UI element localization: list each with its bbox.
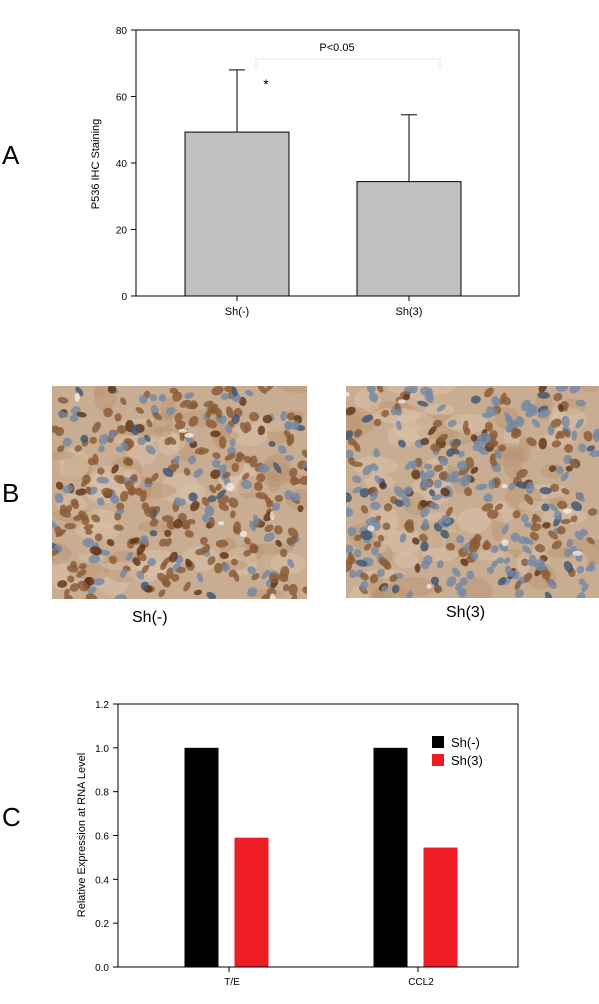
chart-a-y-tick-label: 80 bbox=[116, 26, 128, 37]
chart-a-y-axis-label: P536 IHC Staining bbox=[90, 119, 102, 210]
chart-c-bar bbox=[373, 747, 408, 967]
chart-c-legend-swatch bbox=[432, 736, 444, 748]
chart-c-y-tick-label: 0.2 bbox=[95, 919, 109, 930]
chart-c-legend-label: Sh(-) bbox=[451, 735, 480, 750]
chart-a-frame bbox=[135, 29, 520, 297]
chart-c-bar bbox=[423, 847, 458, 967]
tissue-label-sh3: Sh(3) bbox=[446, 604, 486, 621]
chart-c-bar bbox=[234, 837, 269, 967]
chart-a-significance-bracket bbox=[255, 58, 441, 69]
chart-c-y-tick-label: 1.2 bbox=[95, 700, 109, 711]
tissue-image-sh3 bbox=[346, 386, 599, 598]
panel-letter-a: A bbox=[2, 140, 20, 170]
chart-a-bar bbox=[184, 131, 290, 297]
chart-c: Relative Expression at RNA Level 0.0 0.2 0… bbox=[76, 700, 519, 988]
chart-c-frame bbox=[117, 703, 519, 968]
chart-c-y-tick-label: 0.4 bbox=[95, 875, 109, 886]
chart-a-y-tick-label: 40 bbox=[116, 159, 128, 170]
chart-c-bar bbox=[184, 747, 219, 967]
chart-c-legend-label: Sh(3) bbox=[451, 753, 483, 768]
panel-letter-b: B bbox=[2, 478, 20, 508]
chart-c-y-tick-label: 1.0 bbox=[95, 744, 109, 755]
panel-letter-c: C bbox=[2, 802, 21, 832]
chart-a-annotation: P<0.05 bbox=[319, 42, 354, 54]
chart-a: P536 IHC Staining 0 20 40 60 80 Sh(-) Sh(3) P<0… bbox=[90, 26, 520, 318]
tissue-texture bbox=[52, 386, 307, 599]
chart-a-bar bbox=[356, 181, 462, 297]
tissue-image-sh-minus bbox=[52, 386, 307, 599]
tissue-label-sh-minus: Sh(-) bbox=[132, 609, 168, 626]
chart-a-significance-star: * bbox=[263, 76, 269, 92]
chart-a-y-tick-label: 20 bbox=[116, 226, 128, 237]
chart-c-x-tick-label: T/E bbox=[224, 977, 240, 988]
chart-a-y-tick-label: 0 bbox=[121, 292, 127, 303]
chart-a-x-tick-label: Sh(-) bbox=[225, 306, 249, 318]
chart-a-x-tick-label: Sh(3) bbox=[396, 306, 423, 318]
chart-c-y-axis-label: Relative Expression at RNA Level bbox=[76, 753, 88, 917]
tissue-texture bbox=[346, 386, 599, 598]
chart-c-x-tick-label: CCL2 bbox=[408, 977, 434, 988]
chart-c-y-tick-label: 0.8 bbox=[95, 788, 109, 799]
chart-c-y-tick-label: 0.6 bbox=[95, 832, 109, 843]
chart-a-y-tick-label: 60 bbox=[116, 93, 128, 104]
chart-c-y-tick-label: 0.0 bbox=[95, 963, 109, 974]
chart-c-legend-swatch bbox=[432, 754, 444, 766]
